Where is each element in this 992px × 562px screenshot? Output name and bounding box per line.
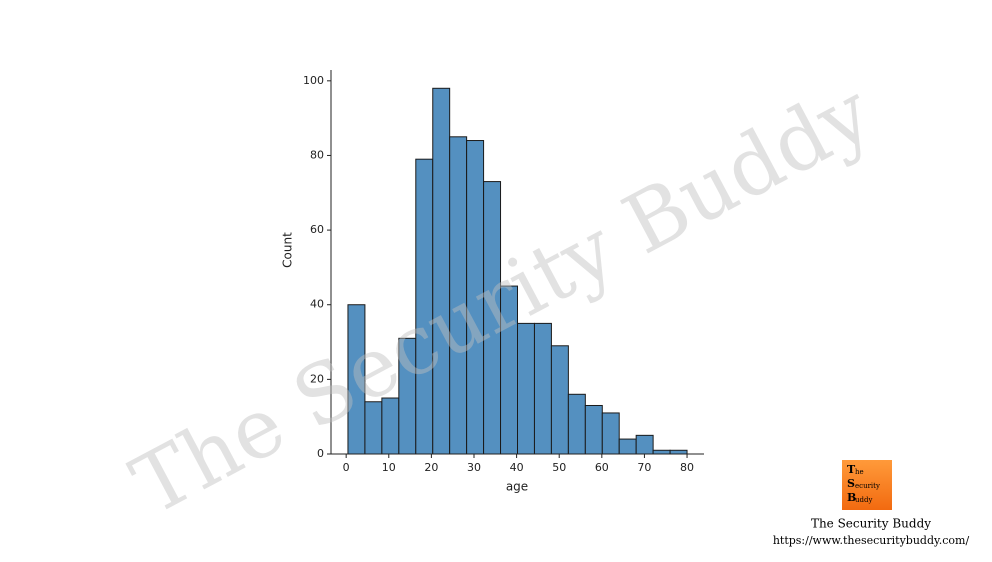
bar [533,322,552,455]
x-tick-label: 40 [510,461,524,474]
x-tick-label: 60 [595,461,609,474]
logo-letter: T [847,463,856,476]
plot-area: 0 20 40 60 80 100 0 10 20 30 40 50 60 70 80 [303,70,704,474]
x-tick-label: 30 [467,461,481,474]
y-tick-label: 0 [317,447,324,460]
y-tick-label: 60 [310,223,324,236]
logo-text: uddy [855,496,872,504]
logo-text: ecurity [855,482,880,490]
bar [567,393,586,455]
logo-letter: S [847,477,855,490]
x-tick-label: 10 [382,461,396,474]
bar [669,449,688,455]
x-tick-label: 20 [424,461,438,474]
x-tick-label: 70 [637,461,651,474]
bar [618,438,637,455]
bar [432,87,451,455]
bar [584,404,603,455]
y-tick-label: 40 [310,298,324,311]
bar [550,345,569,455]
x-tick-label: 0 [343,461,350,474]
brand-name: The Security Buddy [811,517,931,531]
logo-box [842,460,892,510]
bar [601,412,620,455]
y-tick-label: 80 [310,148,324,161]
y-axis-label: Count [281,232,295,268]
watermark: The Security Buddy [118,65,888,534]
brand-url[interactable]: https://www.thesecuritybuddy.com/ [773,534,970,547]
logo-letter: B [847,491,856,504]
y-tick-label: 100 [303,74,324,87]
x-axis-label: age [506,480,528,494]
logo-text: he [855,468,864,476]
x-tick-label: 80 [680,461,694,474]
bar [652,449,671,455]
bar [635,434,654,455]
x-tick-label: 50 [552,461,566,474]
y-tick-label: 20 [310,372,324,385]
